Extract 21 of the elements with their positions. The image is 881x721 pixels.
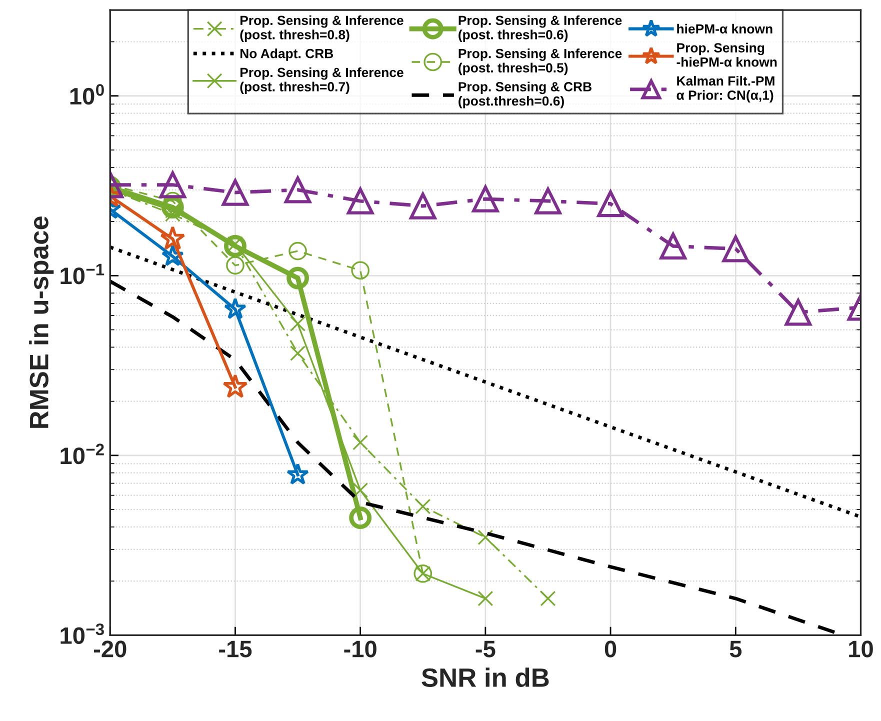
legend-label: No Adapt. CRB [240,48,334,61]
legend-label: Kalman Filt.-PM α Prior: CN(α,1) [676,76,774,102]
legend-label: Prop. Sensing -hiePM-α known [676,42,777,67]
x-tick-label: -20 [94,640,126,658]
y-tick-label: 10$^{0}$ [70,84,104,105]
x-tick-label: -15 [219,640,252,658]
x-tick-label: -5 [476,640,496,658]
x-tick-label: -10 [344,640,376,658]
y-axis-title: RMSE in u-space [29,216,54,428]
legend-label: Prop. Sensing & Inference (post. thresh=0.8) [240,15,404,42]
legend-label: Prop. Sensing & CRB (post.thresh=0.6) [458,82,592,108]
x-tick-label: 0 [604,640,616,658]
legend-label: Prop. Sensing & Inference (post. thresh=0.5) [458,48,622,76]
x-tick-label: 10 [849,640,873,658]
x-axis-title: SNR in dB [422,668,549,688]
legend-label: Prop. Sensing & Inference (post. thresh=0.6) [458,15,622,42]
legend-label: hiePM-α known [677,24,772,34]
legend-label: Prop. Sensing & Inference (post. thresh=0.7) [240,67,404,94]
y-tick-label: 10$^{−2}$ [60,444,104,464]
x-tick-label: 5 [730,640,742,658]
y-tick-label: 10$^{−1}$ [60,264,104,284]
